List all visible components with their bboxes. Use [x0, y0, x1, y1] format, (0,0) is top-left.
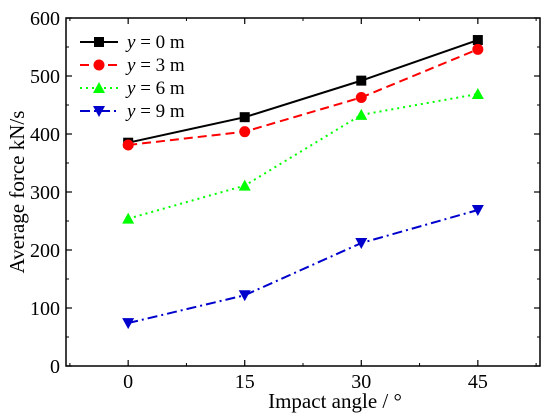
- data-point-circle: [93, 59, 105, 71]
- series-2: [122, 87, 484, 224]
- legend-value: = 3 m: [135, 55, 184, 76]
- legend-item-2: y = 6 m: [80, 78, 185, 99]
- legend-variable: y: [125, 78, 136, 99]
- x-tick-label: 45: [468, 371, 488, 393]
- legend: y = 0 my = 3 my = 6 my = 9 m: [80, 32, 185, 122]
- data-point-triangle-down: [122, 318, 135, 330]
- x-tick-label: 30: [351, 371, 371, 393]
- y-tick-label: 600: [30, 8, 60, 30]
- legend-variable: y: [125, 101, 136, 122]
- data-point-square: [94, 37, 104, 47]
- data-point-circle: [472, 43, 484, 55]
- data-point-circle: [355, 91, 367, 103]
- legend-value: = 0 m: [135, 32, 184, 53]
- data-point-circle: [239, 126, 251, 138]
- y-tick-label: 400: [30, 124, 60, 146]
- legend-value: = 6 m: [135, 78, 184, 99]
- legend-label: y = 0 m: [125, 32, 185, 53]
- data-point-triangle-down: [355, 238, 368, 250]
- series-1: [122, 43, 484, 151]
- series-group: [122, 35, 484, 330]
- y-tick-label: 300: [30, 182, 60, 204]
- data-point-square: [356, 75, 367, 86]
- legend-variable: y: [125, 32, 136, 53]
- series-3: [122, 204, 484, 330]
- legend-label: y = 6 m: [125, 78, 185, 99]
- x-axis-label: Impact angle / °: [268, 389, 402, 413]
- series-line: [127, 209, 479, 325]
- series-line: [127, 92, 479, 220]
- data-point-triangle-down: [471, 204, 484, 216]
- data-point-circle: [122, 139, 134, 151]
- data-point-square: [472, 35, 483, 46]
- y-tick-label: 500: [30, 66, 60, 88]
- data-point-triangle-down: [93, 106, 105, 117]
- legend-item-1: y = 3 m: [80, 55, 185, 76]
- x-tick-label: 15: [235, 371, 255, 393]
- data-point-square: [239, 112, 250, 123]
- data-point-triangle-up: [93, 82, 105, 93]
- data-point-triangle-down: [238, 290, 251, 302]
- data-point-triangle-up: [122, 212, 135, 224]
- axis-ticks-group: 0 100 200 300 400 500 600 0 15 30 45: [30, 8, 540, 393]
- legend-item-0: y = 0 m: [80, 32, 185, 53]
- legend-value: = 9 m: [135, 101, 184, 122]
- y-tick-label: 200: [30, 240, 60, 262]
- legend-label: y = 9 m: [125, 101, 185, 122]
- series-line: [127, 39, 479, 144]
- data-point-triangle-up: [471, 87, 484, 99]
- y-tick-label: 100: [30, 298, 60, 320]
- data-point-triangle-up: [238, 179, 251, 191]
- legend-label: y = 3 m: [125, 55, 185, 76]
- series-line: [128, 48, 479, 147]
- legend-item-3: y = 9 m: [80, 101, 185, 122]
- y-axis-label: Average force kN/s: [5, 111, 29, 274]
- data-point-triangle-up: [355, 108, 368, 120]
- x-tick-label: 0: [123, 371, 133, 393]
- legend-variable: y: [125, 55, 136, 76]
- y-tick-label: 0: [50, 356, 60, 378]
